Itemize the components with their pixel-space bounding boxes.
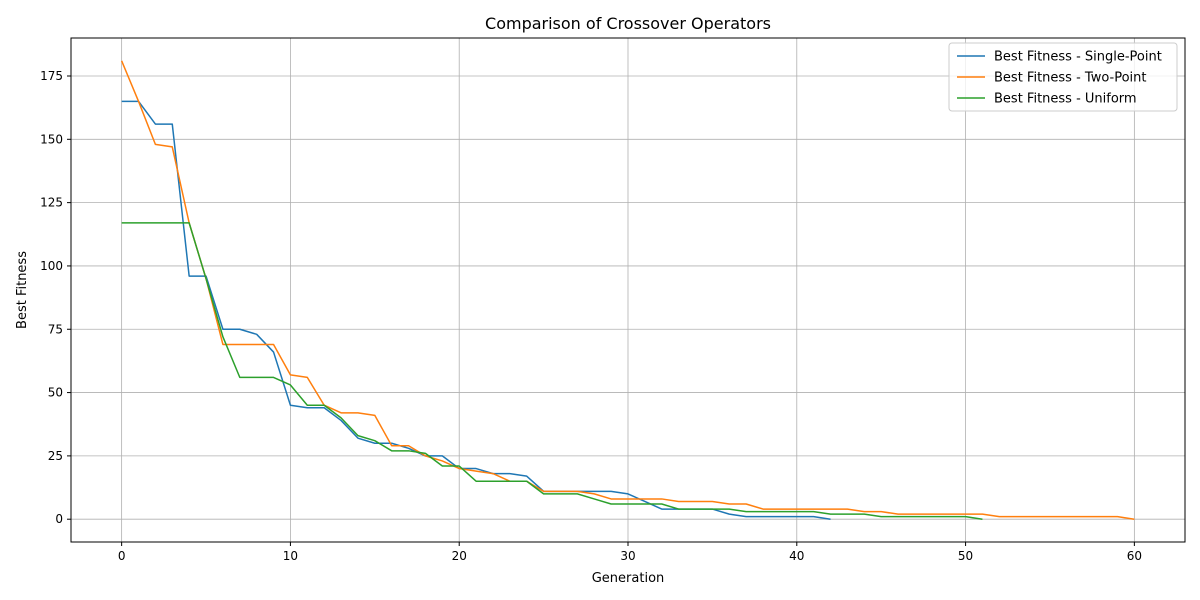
y-tick-label: 175: [40, 69, 63, 83]
series-lines: [120, 60, 1135, 520]
series-line-1: [121, 100, 831, 520]
y-tick-label: 150: [40, 132, 63, 146]
legend-label: Best Fitness - Single-Point: [994, 50, 1162, 65]
x-tick-label: 30: [620, 549, 635, 563]
y-axis-ticks: 0 25 50 75 100 125 150 175: [40, 69, 71, 526]
x-axis-ticks: 0 10 20 30 40 50 60: [118, 542, 1142, 563]
legend-label: Best Fitness - Two-Point: [994, 71, 1146, 86]
x-axis-label: Generation: [592, 571, 665, 586]
x-tick-label: 0: [118, 549, 126, 563]
y-tick-label: 75: [48, 322, 63, 336]
legend: Best Fitness - Single-Point Best Fitness …: [948, 42, 1178, 112]
x-tick-label: 50: [958, 549, 973, 563]
legend-label: Best Fitness - Uniform: [994, 92, 1137, 107]
y-tick-label: 100: [40, 259, 63, 273]
y-tick-label: 50: [48, 386, 63, 400]
chart-title: Comparison of Crossover Operators: [485, 14, 771, 33]
y-tick-label: 25: [48, 449, 63, 463]
grid-lines: [71, 38, 1185, 542]
y-axis-label: Best Fitness: [15, 251, 30, 329]
x-tick-label: 10: [283, 549, 298, 563]
series-line-3: [121, 222, 983, 520]
x-tick-label: 60: [1127, 549, 1142, 563]
series-line-2: [120, 60, 1135, 520]
y-tick-label: 125: [40, 196, 63, 210]
x-tick-label: 40: [789, 549, 804, 563]
y-tick-label: 0: [55, 512, 63, 526]
x-tick-label: 20: [452, 549, 467, 563]
legend-box: [948, 42, 1178, 112]
